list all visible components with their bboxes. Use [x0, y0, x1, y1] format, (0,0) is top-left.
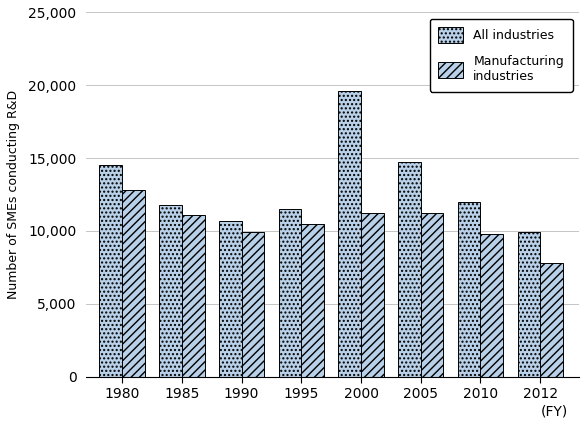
Bar — [398, 162, 421, 377]
Bar — [458, 202, 481, 377]
Bar — [361, 213, 384, 377]
Bar — [481, 234, 503, 377]
Bar — [100, 165, 122, 377]
Bar — [540, 263, 563, 377]
Bar — [241, 232, 264, 377]
Text: (FY): (FY) — [541, 405, 568, 419]
Bar — [338, 91, 361, 377]
Bar — [278, 209, 301, 377]
Bar — [122, 190, 145, 377]
Bar — [517, 232, 540, 377]
Bar — [421, 213, 444, 377]
Legend: All industries, Manufacturing
industries: All industries, Manufacturing industries — [430, 19, 573, 92]
Bar — [301, 224, 324, 377]
Bar — [182, 215, 205, 377]
Bar — [159, 205, 182, 377]
Bar — [219, 221, 241, 377]
Y-axis label: Number of SMEs conducting R&D: Number of SMEs conducting R&D — [7, 90, 20, 299]
